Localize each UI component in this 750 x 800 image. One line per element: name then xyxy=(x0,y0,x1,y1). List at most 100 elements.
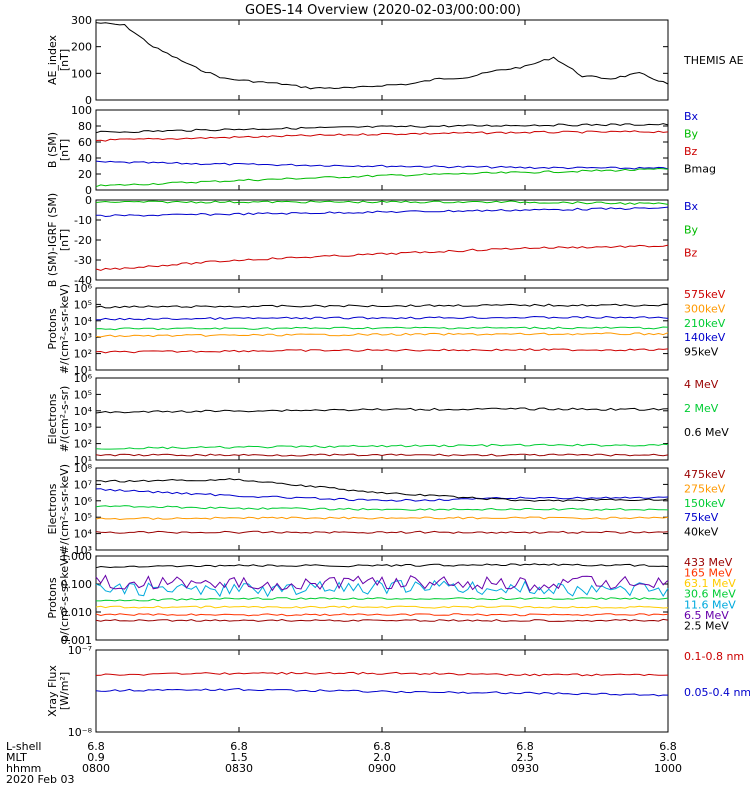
legend-475keV: 475keV xyxy=(684,468,726,481)
series-line-0-6-MeV xyxy=(95,407,669,414)
legend-150keV: 150keV xyxy=(684,497,726,510)
legend-575keV: 575keV xyxy=(684,288,726,301)
series-line-Bx xyxy=(95,206,669,218)
y-axis-label: Protons xyxy=(46,308,59,349)
panel-protons: 10¹ 10² 10³ 10⁴ 10⁵ 10⁶ Protons #/(cm²-s-sr-keV… xyxy=(46,282,726,377)
series-line-Bz xyxy=(95,244,669,271)
y-tick-label: 10⁷ xyxy=(74,478,92,491)
y-tick-label: 100 xyxy=(71,104,92,117)
legend-2-5-MeV: 2.5 MeV xyxy=(684,619,729,632)
y-axis-label: B (SM) xyxy=(46,132,59,168)
y-tick-label: 10⁴ xyxy=(74,528,93,541)
y-tick-label: 80 xyxy=(78,120,92,133)
footer-hhmm-tick: 0930 xyxy=(511,762,539,775)
y-tick-label: 0.010 xyxy=(61,606,93,619)
y-tick-label: -20 xyxy=(74,234,92,247)
y-tick-label: 10⁻⁸ xyxy=(68,726,93,739)
y-tick-label: 10¹ xyxy=(74,454,92,467)
legend-40keV: 40keV xyxy=(684,526,719,539)
panel-ae: 0 100 200 300 AE_index [nT] THEMIS AE xyxy=(46,14,744,107)
footer-lshell-tick: 6.8 xyxy=(659,740,677,753)
footer-lshell-tick: 6.8 xyxy=(230,740,248,753)
y-axis-label: Xray Flux xyxy=(46,665,59,717)
legend-0-05-0-4-nm: 0.05-0.4 nm xyxy=(684,686,750,699)
footer-mlt-tick: 2.0 xyxy=(373,751,391,764)
y-tick-label: 10⁴ xyxy=(74,405,93,418)
legend-2-MeV: 2 MeV xyxy=(684,402,719,415)
series-line-30-6-MeV xyxy=(96,597,669,602)
y-tick-label: 10⁵ xyxy=(74,298,92,311)
legend-433-MeV: 433 MeV xyxy=(684,556,733,569)
series-line-By xyxy=(95,167,669,188)
series-line-Bx xyxy=(95,160,669,170)
series-line-2-MeV xyxy=(95,443,669,450)
panel-protons_mev: 0.001 0.010 0.100 1.000 Protons p/(cm²-s-sr-k… xyxy=(46,550,736,647)
footer-row-label-lshell: L-shell xyxy=(6,740,42,753)
y-tick-label: 10⁸ xyxy=(74,462,93,475)
series-line-575keV xyxy=(95,348,669,354)
footer-lshell-tick: 6.8 xyxy=(516,740,534,753)
series-line-2-5-MeV xyxy=(95,563,669,569)
series-line-Bmag xyxy=(95,123,669,134)
y-tick-label: 0 xyxy=(85,184,92,197)
y-tick-label: 10² xyxy=(74,438,92,451)
legend-300keV: 300keV xyxy=(684,302,726,315)
figure-title: GOES-14 Overview (2020-02-03/00:00:00) xyxy=(245,3,521,18)
y-axis-unit: #/(cm²-s-sr-keV) xyxy=(58,464,71,554)
series-line-0-05-0-4-nm xyxy=(95,687,669,697)
series-line-40keV xyxy=(96,478,669,502)
y-axis-unit: [nT] xyxy=(58,229,71,251)
y-axis-label: AE_index xyxy=(46,34,59,85)
series-line-165-MeV xyxy=(95,613,669,617)
y-tick-label: 40 xyxy=(78,152,92,165)
footer-mlt-tick: 1.5 xyxy=(230,751,248,764)
series-line-210keV xyxy=(95,326,669,331)
legend-Bx: Bx xyxy=(684,200,699,213)
series-line-0-1-0-8-nm xyxy=(95,671,669,677)
panel-electrons_kev: 10³ 10⁴ 10⁵ 10⁶ 10⁷ 10⁸ Electrons #/(cm²-s-sr-k… xyxy=(46,462,726,557)
legend-30-6-MeV: 30.6 MeV xyxy=(684,588,736,601)
legend-Bx: Bx xyxy=(684,110,699,123)
series-line-4-MeV xyxy=(95,453,669,457)
y-axis-label: Protons xyxy=(46,577,59,618)
y-tick-label: 10¹ xyxy=(74,364,92,377)
y-tick-label: 10⁶ xyxy=(74,372,93,385)
footer-row-label-mlt: MLT xyxy=(6,751,27,764)
y-axis-unit: [nT] xyxy=(58,49,71,71)
footer-hhmm-tick: 1000 xyxy=(654,762,682,775)
legend-63-1-MeV: 63.1 MeV xyxy=(684,577,736,590)
panel-bigrf: -40 -30 -20 -10 0 B (SM)-IGRF (SM) [nT] Bx By Bz xyxy=(46,193,699,287)
y-tick-label: 0 xyxy=(85,94,92,107)
legend-By: By xyxy=(684,223,699,236)
series-line-11-6-MeV xyxy=(95,579,669,598)
series-line-Bz xyxy=(95,130,669,142)
panel-electrons_mev: 10¹ 10² 10³ 10⁴ 10⁵ 10⁶ Electrons #/(cm²-s-sr) 4… xyxy=(46,372,729,467)
y-tick-label: 10⁶ xyxy=(74,495,93,508)
series-line-6-5-MeV xyxy=(95,574,669,592)
footer-lshell-tick: 6.8 xyxy=(373,740,391,753)
legend-4-MeV: 4 MeV xyxy=(684,378,719,391)
series-line-63-1-MeV xyxy=(95,605,669,609)
series-line-300keV xyxy=(95,332,669,338)
legend-75keV: 75keV xyxy=(684,511,719,524)
y-tick-label: 0 xyxy=(85,194,92,207)
y-tick-label: 10⁴ xyxy=(74,315,93,328)
y-axis-unit: p/(cm²-s-sr-keV) xyxy=(58,554,71,642)
y-tick-label: 10² xyxy=(74,348,92,361)
series-line-95keV xyxy=(95,303,669,309)
footer-hhmm-tick: 0900 xyxy=(368,762,396,775)
legend-275keV: 275keV xyxy=(684,482,726,495)
y-tick-label: 60 xyxy=(78,136,92,149)
legend-140keV: 140keV xyxy=(684,331,726,344)
y-tick-label: 10⁵ xyxy=(74,511,92,524)
y-axis-unit: #/(cm²-s-sr) xyxy=(58,386,71,453)
legend-95keV: 95keV xyxy=(684,346,719,359)
y-tick-label: 200 xyxy=(71,41,92,54)
series-line-275keV xyxy=(95,516,669,521)
y-axis-unit: #/(cm²-s-sr-keV) xyxy=(58,284,71,374)
y-tick-label: 0.100 xyxy=(61,578,93,591)
legend-0-1-0-8-nm: 0.1-0.8 nm xyxy=(684,650,744,663)
panel-xray: 10⁻⁸ 10⁻⁷ Xray Flux [W/m²] 0.1-0.8 nm 0.05-0.… xyxy=(46,644,750,739)
